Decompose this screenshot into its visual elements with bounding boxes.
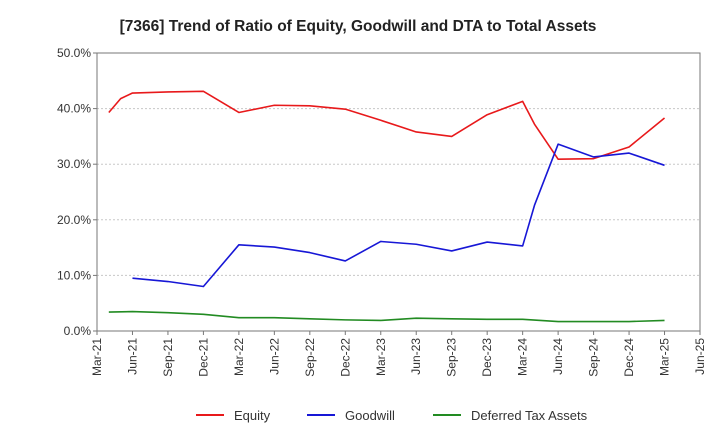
gridlines (97, 52, 700, 332)
x-tick-label: Mar-23 (374, 338, 388, 376)
y-tick-label: 40.0% (57, 102, 91, 116)
series-lines (108, 90, 666, 323)
y-tick-label: 50.0% (57, 46, 91, 60)
x-tick-label: Sep-23 (445, 338, 459, 377)
x-tick-label: Sep-21 (161, 338, 175, 377)
series-line-deferred-tax-assets (108, 310, 665, 323)
x-tick-label: Jun-21 (125, 338, 139, 375)
x-tick-label: Mar-24 (516, 338, 530, 376)
x-tick-label: Sep-24 (587, 338, 601, 377)
plot-frame (96, 52, 701, 332)
legend-label-goodwill: Goodwill (345, 408, 395, 423)
x-tick-label: Dec-24 (622, 338, 636, 377)
legend: Equity Goodwill Deferred Tax Assets (196, 408, 588, 423)
x-tick-label: Jun-25 (693, 338, 707, 375)
y-tick-label: 10.0% (57, 268, 91, 282)
x-tick-label: Jun-23 (409, 338, 423, 375)
y-axis: 0.0% 10.0% 20.0% 30.0% 40.0% 50.0% (57, 46, 97, 338)
x-tick-label: Sep-22 (303, 338, 317, 377)
chart-title: [7366] Trend of Ratio of Equity, Goodwil… (120, 18, 597, 35)
x-axis: Mar-21 Jun-21 Sep-21 Dec-21 Mar-22 Jun-22 Sep-… (90, 331, 707, 377)
x-tick-label: Mar-25 (658, 338, 672, 376)
legend-label-equity: Equity (234, 408, 271, 423)
y-tick-label: 20.0% (57, 213, 91, 227)
x-tick-label: Dec-23 (480, 338, 494, 377)
x-tick-label: Jun-24 (551, 338, 565, 375)
x-tick-label: Jun-22 (267, 338, 281, 375)
series-line-equity (108, 90, 666, 160)
series-line-goodwill (132, 143, 665, 288)
y-tick-label: 0.0% (64, 324, 92, 338)
y-tick-label: 30.0% (57, 157, 91, 171)
x-tick-label: Mar-21 (90, 338, 104, 376)
x-tick-label: Dec-22 (338, 338, 352, 377)
x-tick-label: Mar-22 (232, 338, 246, 376)
x-tick-label: Dec-21 (196, 338, 210, 377)
legend-label-deferred-tax-assets: Deferred Tax Assets (471, 408, 588, 423)
